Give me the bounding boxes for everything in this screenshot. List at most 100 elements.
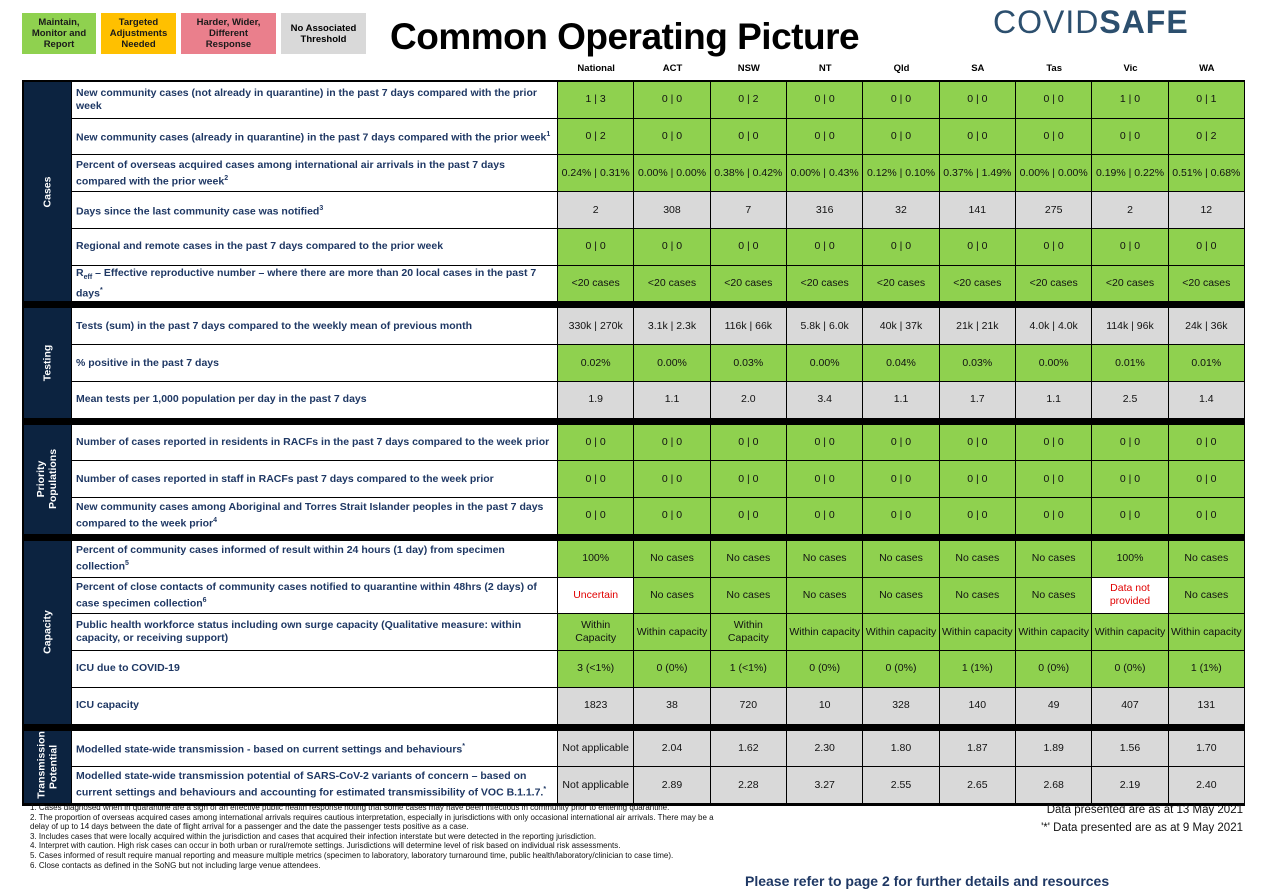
row-label: New community cases (not already in quar… <box>72 82 557 118</box>
cell: 0 | 0 <box>558 424 634 461</box>
footnote: 4. Interpret with caution. High risk cas… <box>30 841 621 851</box>
cell: 2.0 <box>710 381 786 418</box>
cell: 0 | 0 <box>1016 424 1092 461</box>
cell: 1 (1%) <box>1168 651 1244 687</box>
label-text: Mean tests per 1,000 population per day … <box>76 393 367 406</box>
label-text: New community cases among Aboriginal and… <box>76 501 544 530</box>
row-label: Days since the last community case was n… <box>72 192 557 228</box>
cell: 0 (0%) <box>787 651 863 687</box>
legend-item: Harder, Wider, Different Response <box>181 13 276 54</box>
label-text: Percent of close contacts of community c… <box>76 580 537 610</box>
label-text: ICU capacity <box>76 699 140 712</box>
cell: 2.89 <box>634 767 710 803</box>
label-text: Number of cases reported in staff in RAC… <box>76 472 494 485</box>
cell: 0 | 0 <box>1168 424 1244 461</box>
row-label: Tests (sum) in the past 7 days compared … <box>72 308 557 345</box>
cell: 49 <box>1016 687 1092 724</box>
cell: 0 | 0 <box>1092 118 1168 155</box>
footnote: 3. Includes cases that were locally acqu… <box>30 831 597 841</box>
cell: <20 cases <box>787 265 863 302</box>
column-header: Tas <box>1046 63 1062 74</box>
row-label-text: Regional and remote cases in the past 7 … <box>76 240 443 253</box>
footnote: 2. The proportion of overseas acquired c… <box>30 812 714 832</box>
cell: <20 cases <box>1092 265 1168 302</box>
cell: 2.04 <box>634 730 710 767</box>
cell: No cases <box>787 540 863 577</box>
cell: 3 (<1%) <box>558 651 634 687</box>
row-label-text: Reff – Effective reproductive number – w… <box>76 267 553 301</box>
title: Common Operating Picture <box>390 16 860 57</box>
cell: 2.65 <box>939 767 1015 803</box>
cell: Not applicable <box>558 730 634 767</box>
section-name: Priority Populations <box>35 449 60 510</box>
legend-item: Targeted Adjustments Needed <box>101 13 176 54</box>
row-label: Number of cases reported in residents in… <box>72 424 557 461</box>
cell: 1.4 <box>1168 381 1244 418</box>
cell: 0 (0%) <box>1092 651 1168 687</box>
cell: 0.02% <box>558 345 634 381</box>
cell: 0.00% <box>787 345 863 381</box>
cell: 2.19 <box>1092 767 1168 803</box>
row-label-text: Number of cases reported in residents in… <box>76 436 549 449</box>
footnote-ref: 3 <box>319 204 324 212</box>
cell: 0 | 0 <box>558 228 634 265</box>
column-header: ACT <box>662 63 683 74</box>
cell: No cases <box>939 540 1015 577</box>
cell: 0 | 0 <box>1168 461 1244 498</box>
cell: No cases <box>787 577 863 614</box>
footnote: 1. Cases diagnosed when in quarantine ar… <box>30 803 670 812</box>
cell: 1.89 <box>1016 730 1092 767</box>
cell: No cases <box>863 540 939 577</box>
cell: 0 | 0 <box>1016 82 1092 118</box>
row-label-text: % positive in the past 7 days <box>76 357 219 370</box>
cell: 1823 <box>558 687 634 724</box>
cell: 0 | 0 <box>634 82 710 118</box>
cell: 0 | 0 <box>710 461 786 498</box>
cell: 0.00% <box>634 345 710 381</box>
cell: 1 | 0 <box>1092 82 1168 118</box>
cell: 0 | 2 <box>1168 118 1244 155</box>
footer: Please refer to page 2 for further detai… <box>745 873 1110 889</box>
row-label: Number of cases reported in staff in RAC… <box>72 461 557 498</box>
cell: 1.9 <box>558 381 634 418</box>
cell: 0.01% <box>1092 345 1168 381</box>
footnote-ref: * <box>543 786 547 794</box>
row-label-text: Modelled state-wide transmission potenti… <box>76 770 553 800</box>
cell: 316 <box>787 192 863 228</box>
cell: 0 | 0 <box>787 118 863 155</box>
label-text: Modelled state-wide transmission potenti… <box>76 770 544 799</box>
cell: 0 | 0 <box>1092 461 1168 498</box>
cell: <20 cases <box>558 265 634 302</box>
cell: 1.1 <box>634 381 710 418</box>
cell: 21k | 21k <box>939 308 1015 345</box>
cell: No cases <box>863 577 939 614</box>
cell: 5.8k | 6.0k <box>787 308 863 345</box>
logo-part: SAFE <box>1099 4 1189 40</box>
cell: 0.12% | 0.10% <box>863 155 939 192</box>
legend-item: Maintain, Monitor and Report <box>22 13 96 54</box>
row-label: ICU due to COVID-19 <box>72 651 557 687</box>
cell: No cases <box>634 540 710 577</box>
cell: 2.30 <box>787 730 863 767</box>
cell: Within capacity <box>1092 614 1168 651</box>
section-label: Testing <box>24 308 71 418</box>
cell: 0.03% <box>710 345 786 381</box>
section-label: Capacity <box>24 540 71 724</box>
label-text: Regional and remote cases in the past 7 … <box>76 240 444 253</box>
row-label-text: ICU due to COVID-19 <box>76 662 180 675</box>
cell: 0 | 0 <box>863 498 939 534</box>
cell: 10 <box>787 687 863 724</box>
cell: 0.00% | 0.43% <box>787 155 863 192</box>
section-name: Testing <box>41 344 54 382</box>
cell: 720 <box>710 687 786 724</box>
cell: Within Capacity <box>710 614 786 651</box>
row-label-text: Number of cases reported in staff in RAC… <box>76 473 494 486</box>
cell: 0 | 0 <box>1168 498 1244 534</box>
cell: 0 | 0 <box>863 228 939 265</box>
cell: 0 | 0 <box>787 461 863 498</box>
cell: 1 | 3 <box>558 82 634 118</box>
cell: 0.51% | 0.68% <box>1168 155 1244 192</box>
cell: 0 | 0 <box>710 498 786 534</box>
label-text: Number of cases reported in residents in… <box>76 435 550 448</box>
cell: 1.62 <box>710 730 786 767</box>
